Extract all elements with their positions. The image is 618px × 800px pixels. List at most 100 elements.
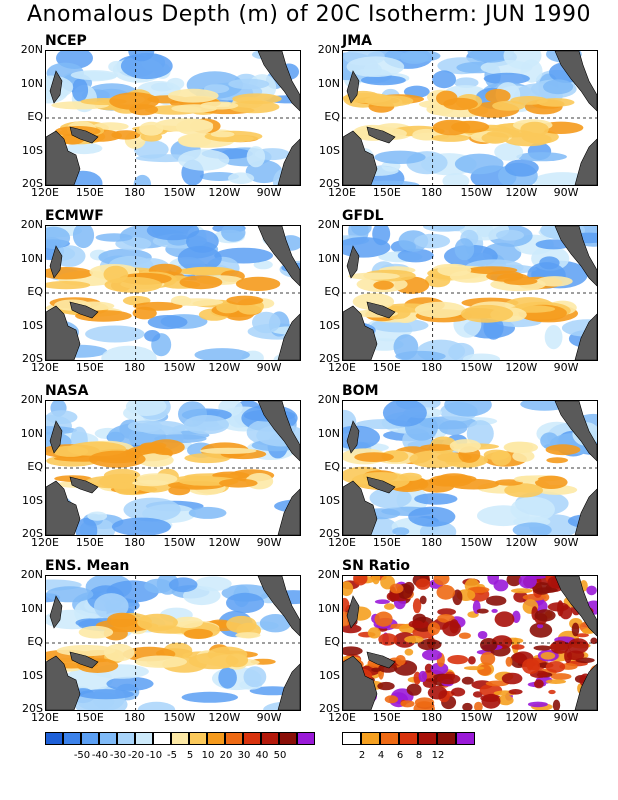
- positive-anomaly-blob: [431, 134, 470, 142]
- latitude-tick-label: EQ: [324, 285, 340, 298]
- figure-title: Anomalous Depth (m) of 20C Isotherm: JUN…: [26, 2, 591, 27]
- land-mass: [366, 651, 396, 669]
- land-mass: [49, 245, 63, 279]
- sn-blob: [548, 689, 556, 695]
- negative-anomaly-blob: [408, 506, 456, 527]
- panel-title: SN Ratio: [342, 558, 411, 574]
- sn-blob: [406, 683, 422, 696]
- longitude-tick-label: 180: [124, 361, 146, 374]
- negative-anomaly-blob: [70, 70, 119, 81]
- sn-blob: [486, 595, 507, 606]
- longitude-tick-label: 180: [124, 186, 146, 199]
- negative-anomaly-blob: [78, 689, 134, 700]
- sn-blob: [534, 587, 558, 594]
- longitude-tick-label: 150W: [163, 711, 196, 724]
- negative-anomaly-blob: [178, 149, 230, 171]
- positive-anomaly-blob: [172, 616, 203, 629]
- longitude-tick-label: 90W: [553, 361, 579, 374]
- map-panel: NASA: [45, 383, 307, 553]
- sn-blob: [480, 652, 496, 666]
- sn-blob: [371, 576, 381, 585]
- colorbar-label: 40: [255, 750, 269, 761]
- sn-blob: [404, 648, 414, 656]
- map-frame: [342, 400, 598, 536]
- colorbar-label: 4: [377, 750, 385, 761]
- latitude-tick-label: 10S: [319, 318, 340, 332]
- negative-anomaly-blob: [442, 173, 470, 185]
- colorbar-label: -10: [145, 750, 163, 761]
- sn-blob: [384, 695, 399, 704]
- positive-anomaly-blob: [436, 90, 458, 106]
- land-mass: [554, 401, 597, 462]
- sn-blob: [412, 598, 422, 614]
- land-mass: [49, 595, 63, 629]
- positive-anomaly-blob: [155, 118, 214, 132]
- positive-anomaly-blob: [226, 295, 264, 306]
- negative-anomaly-blob: [228, 172, 255, 184]
- negative-anomaly-blob: [444, 401, 492, 417]
- latitude-tick-label: 10S: [22, 668, 43, 682]
- negative-anomaly-blob: [194, 348, 250, 360]
- longitude-tick-label: 90W: [553, 536, 579, 549]
- positive-anomaly-blob: [485, 88, 511, 104]
- latitude-tick-label: 10S: [319, 668, 340, 682]
- negative-anomaly-blob: [397, 248, 434, 263]
- sn-blob: [343, 581, 354, 597]
- positive-anomaly-blob: [132, 480, 169, 487]
- colorbar-swatch: [99, 732, 117, 745]
- longitude-tick-label: 150W: [460, 361, 493, 374]
- land-mass: [366, 476, 396, 494]
- sn-blob: [462, 702, 473, 710]
- colorbar-label: 5: [186, 750, 194, 761]
- latitude-tick-label: 20N: [20, 218, 43, 231]
- land-mass: [346, 420, 360, 454]
- negative-anomaly-blob: [146, 226, 200, 241]
- positive-anomaly-blob: [219, 478, 258, 488]
- map-panel: ENS. Mean: [45, 558, 307, 728]
- land-mass: [343, 655, 378, 710]
- negative-anomaly-blob: [512, 522, 552, 535]
- latitude-tick-label: 10N: [317, 76, 340, 90]
- latitude-tick-label: 20S: [22, 177, 43, 190]
- negative-anomaly-blob: [454, 77, 479, 88]
- land-mass: [277, 663, 300, 710]
- positive-anomaly-blob: [140, 442, 167, 449]
- map-field: [343, 401, 597, 535]
- sn-blob: [480, 638, 498, 652]
- positive-anomaly-blob: [437, 263, 472, 277]
- longitude-tick-label: 150E: [372, 186, 401, 199]
- sn-blob: [378, 633, 398, 646]
- sn-blob: [437, 614, 455, 623]
- colorbar-label: -40: [91, 750, 109, 761]
- negative-anomaly-blob: [432, 70, 456, 89]
- longitude-tick-label: 120W: [505, 711, 538, 724]
- land-mass: [277, 488, 300, 535]
- positive-anomaly-blob: [398, 472, 422, 481]
- positive-anomaly-blob: [103, 265, 129, 284]
- map-field: [343, 576, 597, 710]
- sn-blob: [433, 576, 450, 586]
- negative-anomaly-blob: [483, 72, 530, 85]
- map-frame: [45, 50, 301, 186]
- negative-anomaly-blob: [65, 142, 103, 155]
- sn-blob: [477, 631, 488, 639]
- sn-blob: [343, 646, 363, 656]
- colorbar-swatch: [117, 732, 135, 745]
- sn-blob: [422, 649, 442, 661]
- colorbar-swatch: [45, 732, 63, 745]
- positive-anomaly-blob: [536, 276, 573, 287]
- negative-anomaly-blob: [181, 691, 238, 703]
- sn-blob: [386, 591, 400, 602]
- longitude-tick-label: 120E: [31, 711, 59, 724]
- sn-blob: [404, 635, 424, 644]
- latitude-tick-label: 20S: [319, 352, 340, 365]
- land-mass: [366, 126, 396, 144]
- sn-blob: [552, 699, 561, 710]
- colorbar-swatch: [225, 732, 243, 745]
- positive-anomaly-blob: [503, 441, 534, 453]
- colorbar-swatch: [135, 732, 153, 745]
- sn-blob: [557, 600, 564, 617]
- negative-anomaly-blob: [505, 159, 539, 177]
- sn-blob: [447, 655, 469, 665]
- positive-anomaly-blob: [492, 100, 526, 111]
